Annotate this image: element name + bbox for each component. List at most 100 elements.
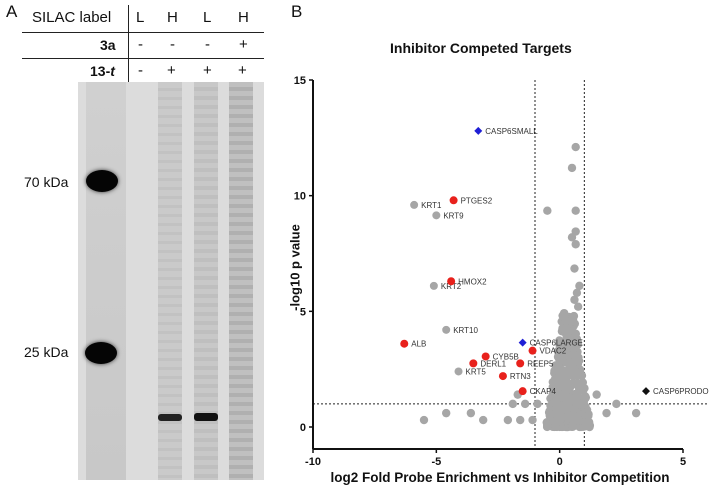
- marker-label-25kda: 25 kDa: [24, 344, 69, 360]
- header-vertical-divider: [128, 5, 129, 83]
- data-point: [410, 200, 419, 209]
- lane1-3a: -: [138, 36, 143, 53]
- ladder-band-70kda: [86, 170, 118, 192]
- data-point: [479, 415, 488, 425]
- data-point: [503, 415, 513, 425]
- lane1-silac: L: [136, 9, 145, 26]
- data-point: [561, 324, 571, 333]
- silac-header-table: SILAC label 3a 13-t L H L H - - - + - + …: [0, 0, 290, 83]
- data-point: [602, 408, 611, 418]
- data-point: [571, 206, 580, 215]
- data-point: [571, 142, 580, 152]
- data-point: [449, 196, 458, 205]
- x-tick-label: -10: [305, 456, 321, 468]
- data-point-diamond: [642, 387, 650, 396]
- data-point: [553, 414, 562, 423]
- panel-b-letter: B: [291, 2, 303, 21]
- data-point: [432, 211, 441, 220]
- data-point: [419, 415, 429, 425]
- x-tick-label: 0: [557, 456, 563, 468]
- data-point: [469, 359, 478, 368]
- point-label: KRT2: [441, 282, 462, 291]
- data-point: [570, 264, 579, 273]
- data-point: [572, 288, 582, 298]
- x-tick-label: 5: [680, 456, 686, 468]
- lane4-13t: +: [238, 62, 247, 79]
- header-divider-2: [22, 58, 264, 59]
- chart-title: Inhibitor Competed Targets: [390, 40, 572, 56]
- data-point: [574, 356, 584, 365]
- data-point: [551, 422, 560, 432]
- data-point: [518, 387, 527, 396]
- point-label: CASP6SMALL: [485, 127, 538, 136]
- data-point: [573, 302, 583, 311]
- point-label: VDAC2: [540, 347, 567, 356]
- lane-2: [158, 82, 182, 480]
- band-lane3: [194, 413, 218, 421]
- data-point: [528, 415, 537, 425]
- data-point: [631, 408, 641, 418]
- data-point: [533, 399, 542, 409]
- data-point: [542, 420, 552, 429]
- data-point: [554, 403, 564, 412]
- point-label: CASP6PRODO: [653, 387, 709, 396]
- panel-a-letter: A: [6, 2, 18, 21]
- data-point: [553, 373, 562, 383]
- data-point: [571, 240, 580, 249]
- data-point: [584, 411, 593, 420]
- gel-image: [78, 82, 264, 480]
- point-label: CYB5B: [493, 352, 519, 361]
- point-label: KRT1: [421, 201, 442, 210]
- data-point: [498, 372, 507, 381]
- data-point: [516, 415, 525, 425]
- data-point: [400, 339, 409, 348]
- data-point: [572, 392, 581, 401]
- point-label: KRT10: [453, 326, 478, 335]
- y-axis-label: -log10 p value: [287, 224, 303, 311]
- lane4-silac: H: [238, 9, 249, 26]
- lane1-13t: -: [138, 62, 143, 79]
- header-divider-1: [22, 32, 264, 33]
- data-point: [553, 346, 563, 356]
- row-label-silac: SILAC label: [32, 9, 112, 26]
- data-point: [454, 367, 463, 376]
- point-label: KRT5: [466, 367, 487, 376]
- data-point: [562, 341, 571, 350]
- data-point: [565, 413, 575, 423]
- data-point: [554, 363, 563, 372]
- y-tick-label: 15: [294, 75, 306, 87]
- lane-4: [229, 82, 253, 480]
- point-label: KRT9: [443, 211, 464, 220]
- ladder-lane: [86, 82, 126, 480]
- data-point-diamond: [474, 126, 483, 135]
- point-label: CKAP4: [530, 387, 557, 396]
- y-tick-label: 0: [300, 422, 306, 434]
- data-point: [520, 399, 530, 409]
- band-lane2: [158, 414, 182, 421]
- lane3-3a: -: [205, 36, 210, 53]
- x-tick-label: -5: [431, 456, 441, 468]
- point-label: DERL1: [480, 359, 506, 368]
- marker-label-70kda: 70 kDa: [24, 174, 69, 190]
- lane4-3a: +: [239, 36, 248, 53]
- data-point: [567, 233, 577, 242]
- data-point: [466, 408, 476, 418]
- data-point: [570, 365, 579, 374]
- data-point: [567, 317, 576, 326]
- data-point: [567, 163, 577, 173]
- lane2-3a: -: [170, 36, 175, 53]
- row-label-3a: 3a: [100, 37, 116, 53]
- ladder-band-25kda: [85, 342, 117, 364]
- lane3-13t: +: [203, 62, 212, 79]
- data-point: [545, 411, 554, 420]
- data-point: [552, 396, 561, 405]
- point-label: HMOX2: [458, 277, 487, 286]
- data-point: [516, 359, 525, 368]
- lane3-silac: L: [203, 9, 212, 26]
- data-point: [612, 399, 621, 409]
- data-point: [442, 408, 451, 418]
- point-label: REEP5: [527, 359, 554, 368]
- data-point: [481, 352, 490, 361]
- y-tick-label: 5: [300, 306, 306, 318]
